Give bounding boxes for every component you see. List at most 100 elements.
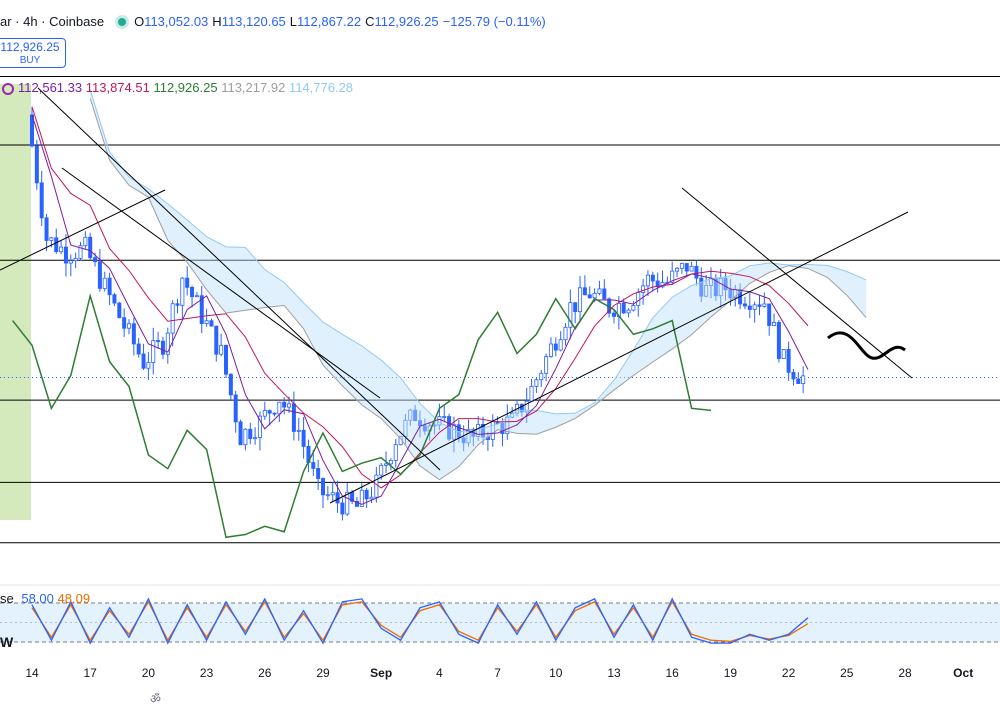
candle-body: [524, 400, 529, 413]
x-tick-label: 23: [199, 666, 214, 680]
candle-body: [636, 292, 641, 306]
candle-body: [408, 409, 413, 421]
change-value: −125.79 (−0.11%): [442, 14, 546, 29]
candle-body: [379, 464, 384, 476]
candle-body: [228, 373, 233, 396]
ichimoku-lagging-line: [12, 293, 712, 539]
buy-button[interactable]: 112,926.25 BUY: [0, 38, 66, 68]
candle-body: [776, 322, 781, 359]
candle-body: [88, 236, 93, 259]
candle-body: [670, 270, 675, 283]
high-value: 113,120.65: [221, 14, 286, 29]
candle-body: [330, 492, 335, 496]
candle-body: [59, 246, 64, 253]
ichimoku-conversion-line: [31, 114, 809, 505]
x-tick-label: Oct: [953, 666, 974, 680]
symbol-title[interactable]: ar · 4h · Coinbase: [0, 14, 105, 29]
candle-body: [747, 305, 752, 310]
candle-body: [689, 265, 694, 272]
candle-body: [209, 320, 214, 327]
candle-body: [190, 286, 195, 298]
candle-body: [476, 423, 481, 437]
candle-body: [117, 302, 122, 319]
candle-body: [223, 344, 228, 375]
candle-body: [156, 340, 161, 342]
candle-body: [185, 277, 190, 288]
candle-body: [160, 340, 165, 355]
candle-body: [699, 277, 704, 297]
candle-body: [641, 285, 646, 293]
bottom-glyph: ॐ: [150, 692, 161, 706]
candle-body: [544, 356, 549, 374]
candle-body: [78, 245, 83, 259]
candle-body: [146, 362, 151, 369]
candle-body: [253, 437, 258, 440]
x-tick-label: 4: [436, 666, 443, 680]
ichimoku-base-line: [31, 106, 809, 489]
stochastic-k-value: 58.00: [21, 591, 54, 606]
candle-body: [311, 462, 316, 469]
ichimoku-span-a-line: [89, 98, 867, 481]
candle-body: [466, 428, 471, 444]
trend-line-2: [0, 189, 166, 271]
candle-body: [112, 294, 117, 304]
candle-body: [301, 429, 306, 447]
x-tick-label: 29: [316, 666, 330, 680]
candle-body: [340, 502, 345, 515]
candle-body: [451, 424, 456, 440]
overlay-label: W: [0, 634, 14, 650]
indicator-settings-icon[interactable]: [2, 82, 14, 95]
candle-body: [335, 492, 340, 504]
candle-body: [728, 289, 733, 299]
candle-body: [29, 114, 34, 147]
candle-body: [282, 401, 287, 408]
candle-body: [548, 343, 553, 357]
candle-body: [359, 489, 364, 507]
open-value: 113,052.03: [144, 14, 209, 29]
projection-curve: [827, 331, 906, 360]
x-tick-label: 7: [494, 666, 501, 680]
candle-body: [718, 277, 723, 297]
stochastic-label: se: [0, 591, 14, 606]
stochastic-legend: se 58.00 48.09: [0, 591, 90, 606]
candle-body: [73, 257, 78, 262]
candle-body: [233, 394, 238, 423]
close-value: 112,926.25: [374, 14, 439, 29]
candle-body: [374, 474, 379, 498]
candle-body: [214, 325, 219, 355]
x-tick-label: 14: [25, 666, 39, 680]
candle-body: [93, 257, 98, 263]
trend-line-3: [329, 211, 909, 504]
ichimoku-base-value: 113,874.51: [85, 80, 150, 95]
stochastic-oscillator: [31, 597, 809, 645]
candle-body: [791, 371, 796, 380]
candlesticks: [29, 107, 806, 521]
candle-body: [500, 423, 505, 435]
candle-body: [44, 217, 49, 241]
candle-body: [151, 340, 156, 363]
buy-label: BUY: [19, 55, 41, 66]
candle-body: [277, 401, 282, 415]
ichimoku-span-b-value: 114,776.28: [288, 80, 354, 95]
candle-body: [199, 295, 204, 325]
candle-body: [762, 303, 767, 307]
candle-body: [316, 468, 321, 479]
candle-body: [781, 349, 786, 359]
candle-body: [568, 302, 573, 328]
indicator-lines: [0, 87, 913, 539]
candle-body: [723, 277, 728, 291]
candle-body: [34, 145, 39, 184]
candle-body: [582, 287, 587, 296]
x-tick-label: 16: [665, 666, 679, 680]
candle-body: [248, 428, 253, 439]
candle-body: [136, 343, 141, 355]
candle-body: [573, 302, 578, 313]
candle-body: [127, 323, 132, 329]
candle-body: [563, 326, 568, 341]
stochastic-d-value: 48.09: [57, 591, 91, 606]
candle-body: [388, 460, 393, 465]
ichimoku-span-a-value: 113,217.92: [221, 80, 286, 95]
candle-body: [204, 320, 209, 325]
candle-body: [612, 312, 617, 317]
